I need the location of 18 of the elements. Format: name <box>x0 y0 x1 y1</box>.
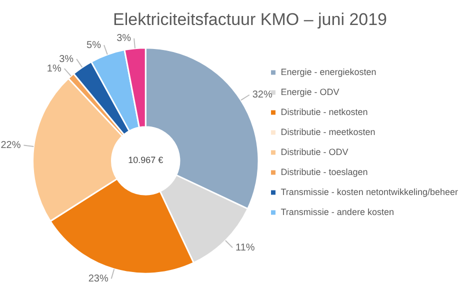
legend-label: Distributie - ODV <box>280 146 348 157</box>
legend-label: Energie - ODV <box>280 86 340 97</box>
data-label: 3% <box>116 33 132 44</box>
legend-label: Distributie - netkosten <box>280 106 368 117</box>
chart-title: Elektriciteitsfactuur KMO – juni 2019 <box>112 10 388 29</box>
data-label: 23% <box>88 273 108 284</box>
data-label: 22% <box>0 140 21 152</box>
legend-label: Distributie - toeslagen <box>280 166 368 177</box>
data-label: 3% <box>59 54 74 65</box>
legend-label: Transmissie - kosten netontwikkeling/beheer <box>280 186 458 197</box>
text: 10.967 € <box>128 155 164 166</box>
legend-label: Energie - energiekosten <box>280 66 376 77</box>
data-label: 1% <box>46 63 62 74</box>
data-label: 11% <box>236 242 255 254</box>
legend-label: Transmissie - andere kosten <box>280 206 394 217</box>
legend-label: Distributie - meetkosten <box>280 126 376 137</box>
data-label: 5% <box>86 40 102 51</box>
data-label: 32% <box>252 90 272 101</box>
